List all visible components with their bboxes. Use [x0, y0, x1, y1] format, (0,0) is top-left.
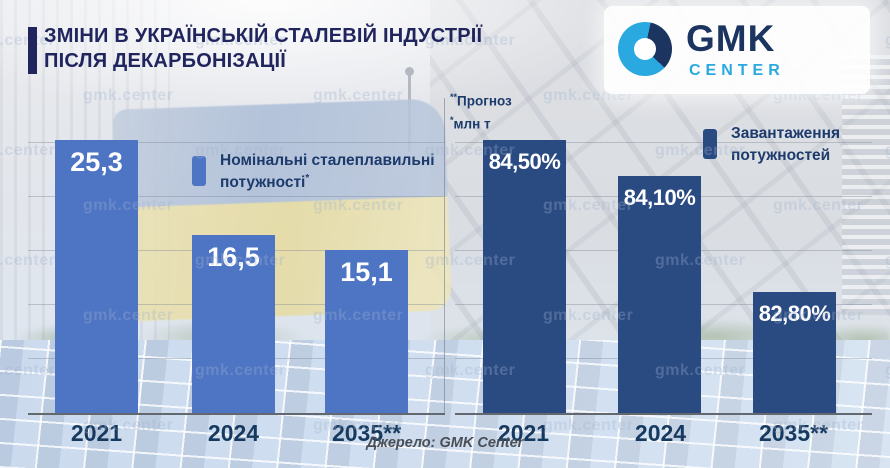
legend-label: Номінальні сталеплавильні потужності* [220, 152, 442, 192]
bar-value-label: 84,50% [488, 149, 561, 174]
bar-value-label: 82,80% [758, 301, 831, 326]
legend-swatch [192, 156, 206, 186]
watermark: gmk.center [885, 252, 890, 270]
chart-nominal-capacities: 25,3 16,5 15,1 2021 2024 2035** Номіналь… [28, 100, 445, 446]
legend-nominal-capacities: Номінальні сталеплавильні потужності* [192, 152, 442, 192]
watermark: gmk.center [885, 362, 890, 380]
bar-2035: 15,1 [325, 250, 408, 413]
note-forecast-text: Прогноз [457, 93, 512, 109]
bar-2024: 84,10% [618, 176, 701, 413]
logo-donut-icon [618, 22, 672, 76]
page-title: ЗМІНИ В УКРАЇНСЬКІЙ СТАЛЕВІЙ ІНДУСТРІЇ П… [44, 24, 482, 74]
note-forecast: **Прогноз [450, 88, 512, 111]
legend-swatch [703, 129, 717, 159]
gmk-center-logo: GMK CENTER [604, 6, 870, 94]
note-forecast-asterisks: ** [450, 92, 458, 102]
legend-label-asterisk: * [305, 173, 310, 184]
bar-2035: 82,80% [753, 292, 836, 413]
bar-2024: 16,5 [192, 235, 275, 413]
note-units: *млн т [450, 111, 512, 134]
x-axis [28, 413, 445, 415]
bar-value-label: 15,1 [340, 257, 393, 287]
page-title-line2: ПІСЛЯ ДЕКАРБОНІЗАЦІЇ [44, 50, 287, 72]
note-units-text: млн т [453, 116, 491, 131]
bar-value-label: 16,5 [207, 242, 260, 272]
bar-2021: 84,50% [483, 140, 566, 413]
title-block: ЗМІНИ В УКРАЇНСЬКІЙ СТАЛЕВІЙ ІНДУСТРІЇ П… [28, 24, 482, 74]
bar-value-label: 25,3 [70, 147, 123, 177]
watermark: gmk.center [885, 142, 890, 160]
x-axis [455, 413, 872, 415]
bar-2021: 25,3 [55, 140, 138, 413]
legend-label: Завантаження потужностей [731, 125, 868, 165]
page-title-line1: ЗМІНИ В УКРАЇНСЬКІЙ СТАЛЕВІЙ ІНДУСТРІЇ [44, 25, 483, 47]
source-credit: Джерело: GMK Center [366, 435, 524, 451]
logo-sub-text: CENTER [689, 62, 785, 79]
title-accent-bar [28, 27, 37, 74]
logo-brand-text: GMK [686, 18, 776, 59]
bar-value-label: 84,10% [623, 185, 696, 210]
watermark: gmk.center [885, 32, 890, 50]
chart-capacity-utilization: 84,50% 84,10% 82,80% 2021 2024 2035** За… [455, 100, 872, 446]
chart-notes: **Прогноз *млн т [450, 88, 512, 133]
legend-capacity-utilization: Завантаження потужностей [703, 125, 868, 165]
legend-label-text: Завантаження потужностей [731, 125, 841, 165]
legend-label-text: Номінальні сталеплавильні потужності [220, 152, 435, 192]
